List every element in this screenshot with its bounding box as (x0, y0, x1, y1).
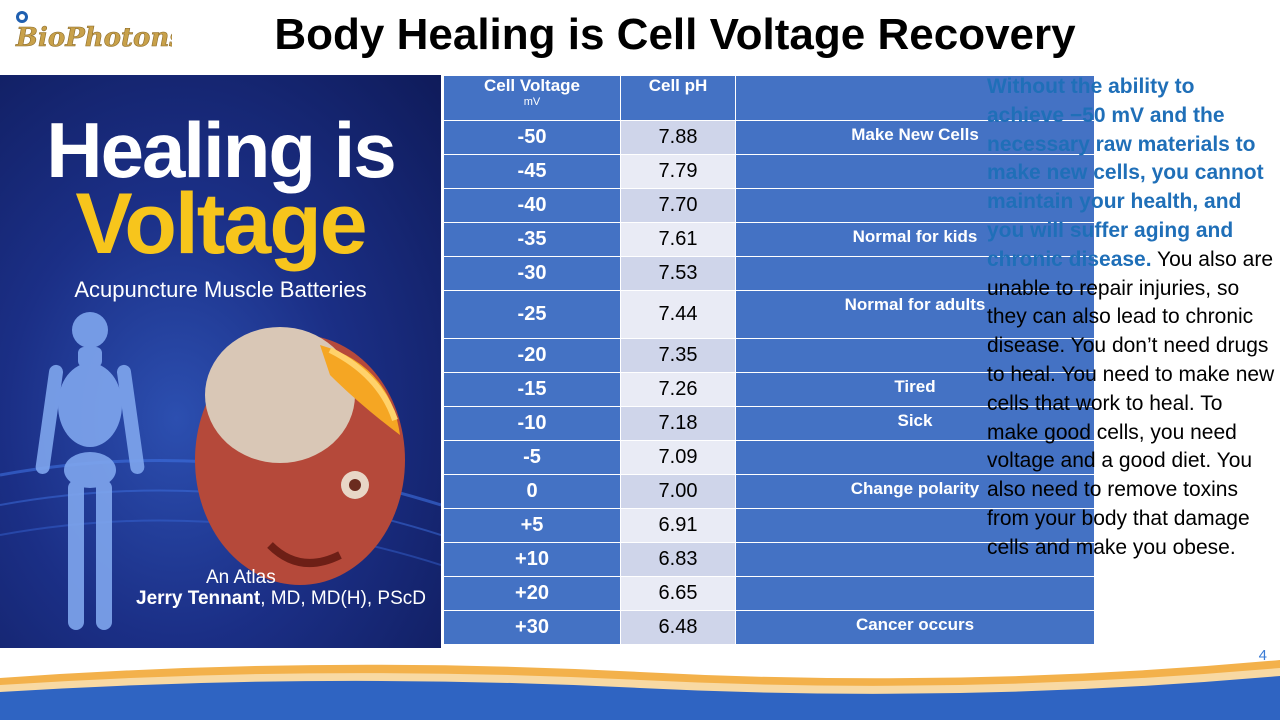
author-name: Jerry Tennant (136, 588, 261, 609)
header-cell-ph: Cell pH (620, 75, 736, 121)
ph-cell: 6.83 (620, 542, 736, 577)
ph-cell: 7.79 (620, 154, 736, 189)
voltage-cell: -25 (443, 290, 621, 339)
note-cell (735, 154, 1095, 189)
ph-cell: 7.88 (620, 120, 736, 155)
table-row: +20 6.65 (443, 576, 1095, 611)
voltage-cell: -45 (443, 154, 621, 189)
voltage-ph-table: Cell Voltage mV Cell pH -50 7.88 Make New … (443, 75, 1095, 645)
ph-cell: 7.09 (620, 440, 736, 475)
note-cell (735, 440, 1095, 475)
voltage-cell: +5 (443, 508, 621, 543)
table-row: -45 7.79 (443, 154, 1095, 189)
book-title-line1: Healing is (46, 106, 396, 194)
header-cell-voltage: Cell Voltage mV (443, 75, 621, 121)
table-row: -15 7.26 Tired (443, 372, 1095, 407)
header-voltage-unit: mV (523, 96, 541, 108)
voltage-cell: -30 (443, 256, 621, 291)
table-row: -5 7.09 (443, 440, 1095, 475)
ph-cell: 7.53 (620, 256, 736, 291)
table-row: +30 6.48 Cancer occurs (443, 610, 1095, 645)
voltage-cell: +30 (443, 610, 621, 645)
voltage-cell: +10 (443, 542, 621, 577)
header-voltage-label: Cell Voltage (483, 76, 581, 95)
table-body: -50 7.88 Make New Cells -45 7.79 -40 7.70 -35 7.… (443, 120, 1095, 645)
table-row: -20 7.35 (443, 338, 1095, 373)
voltage-cell: -5 (443, 440, 621, 475)
voltage-cell: -40 (443, 188, 621, 223)
note-cell (735, 188, 1095, 223)
footer-wave (0, 650, 1280, 720)
explanation-highlight: Without the ability to achieve −50 mV an… (987, 75, 1264, 271)
ph-cell: 7.70 (620, 188, 736, 223)
author-credentials: , MD, MD(H), PScD (260, 588, 426, 609)
ph-cell: 7.26 (620, 372, 736, 407)
explanation-body: You also are unable to repair injuries, … (987, 247, 1275, 559)
book-illustration (0, 312, 441, 630)
wave-graphic (0, 660, 1280, 720)
table-row: 0 7.00 Change polarity (443, 474, 1095, 509)
skeleton-figure (35, 312, 145, 630)
ph-cell: 6.48 (620, 610, 736, 645)
ph-cell: 6.91 (620, 508, 736, 543)
table-row: -40 7.70 (443, 188, 1095, 223)
voltage-cell: +20 (443, 576, 621, 611)
table-row: -25 7.44 Normal for adults (443, 290, 1095, 339)
page-number: 4 (1258, 647, 1267, 664)
note-cell (735, 576, 1095, 611)
ph-cell: 7.61 (620, 222, 736, 257)
book-atlas-label: An Atlas (206, 567, 276, 588)
note-cell: Change polarity (735, 474, 1095, 509)
ph-cell: 7.35 (620, 338, 736, 373)
note-cell (735, 338, 1095, 373)
ph-cell: 6.65 (620, 576, 736, 611)
voltage-cell: -15 (443, 372, 621, 407)
book-author: Jerry Tennant, MD, MD(H), PScD (136, 588, 426, 610)
note-cell: Make New Cells (735, 120, 1095, 155)
table-header-row: Cell Voltage mV Cell pH (443, 75, 1095, 121)
ph-cell: 7.44 (620, 290, 736, 339)
voltage-cell: -35 (443, 222, 621, 257)
logo-text: BioPhotons (15, 23, 172, 53)
note-cell: Normal for adults (735, 290, 1095, 339)
book-cover-image: Healing is Voltage Acupuncture Muscle Ba… (0, 75, 441, 648)
ph-cell: 7.18 (620, 406, 736, 441)
voltage-cell: -50 (443, 120, 621, 155)
voltage-cell: 0 (443, 474, 621, 509)
note-cell (735, 256, 1095, 291)
header-cell-note (735, 75, 1095, 121)
page-title: Body Healing is Cell Voltage Recovery (274, 10, 1076, 59)
note-cell: Normal for kids (735, 222, 1095, 257)
ph-cell: 7.00 (620, 474, 736, 509)
voltage-cell: -20 (443, 338, 621, 373)
book-subtitle: Acupuncture Muscle Batteries (74, 277, 367, 302)
logo-graphic: BioPhotons (15, 11, 185, 53)
explanation-text: Without the ability to achieve −50 mV an… (987, 73, 1275, 563)
head-anatomy (195, 327, 405, 585)
voltage-cell: -10 (443, 406, 621, 441)
book-title-line2: Voltage (75, 176, 367, 272)
table-row: -30 7.53 (443, 256, 1095, 291)
note-cell: Cancer occurs (735, 610, 1095, 645)
biophotons-logo: BioPhotons (12, 4, 185, 56)
